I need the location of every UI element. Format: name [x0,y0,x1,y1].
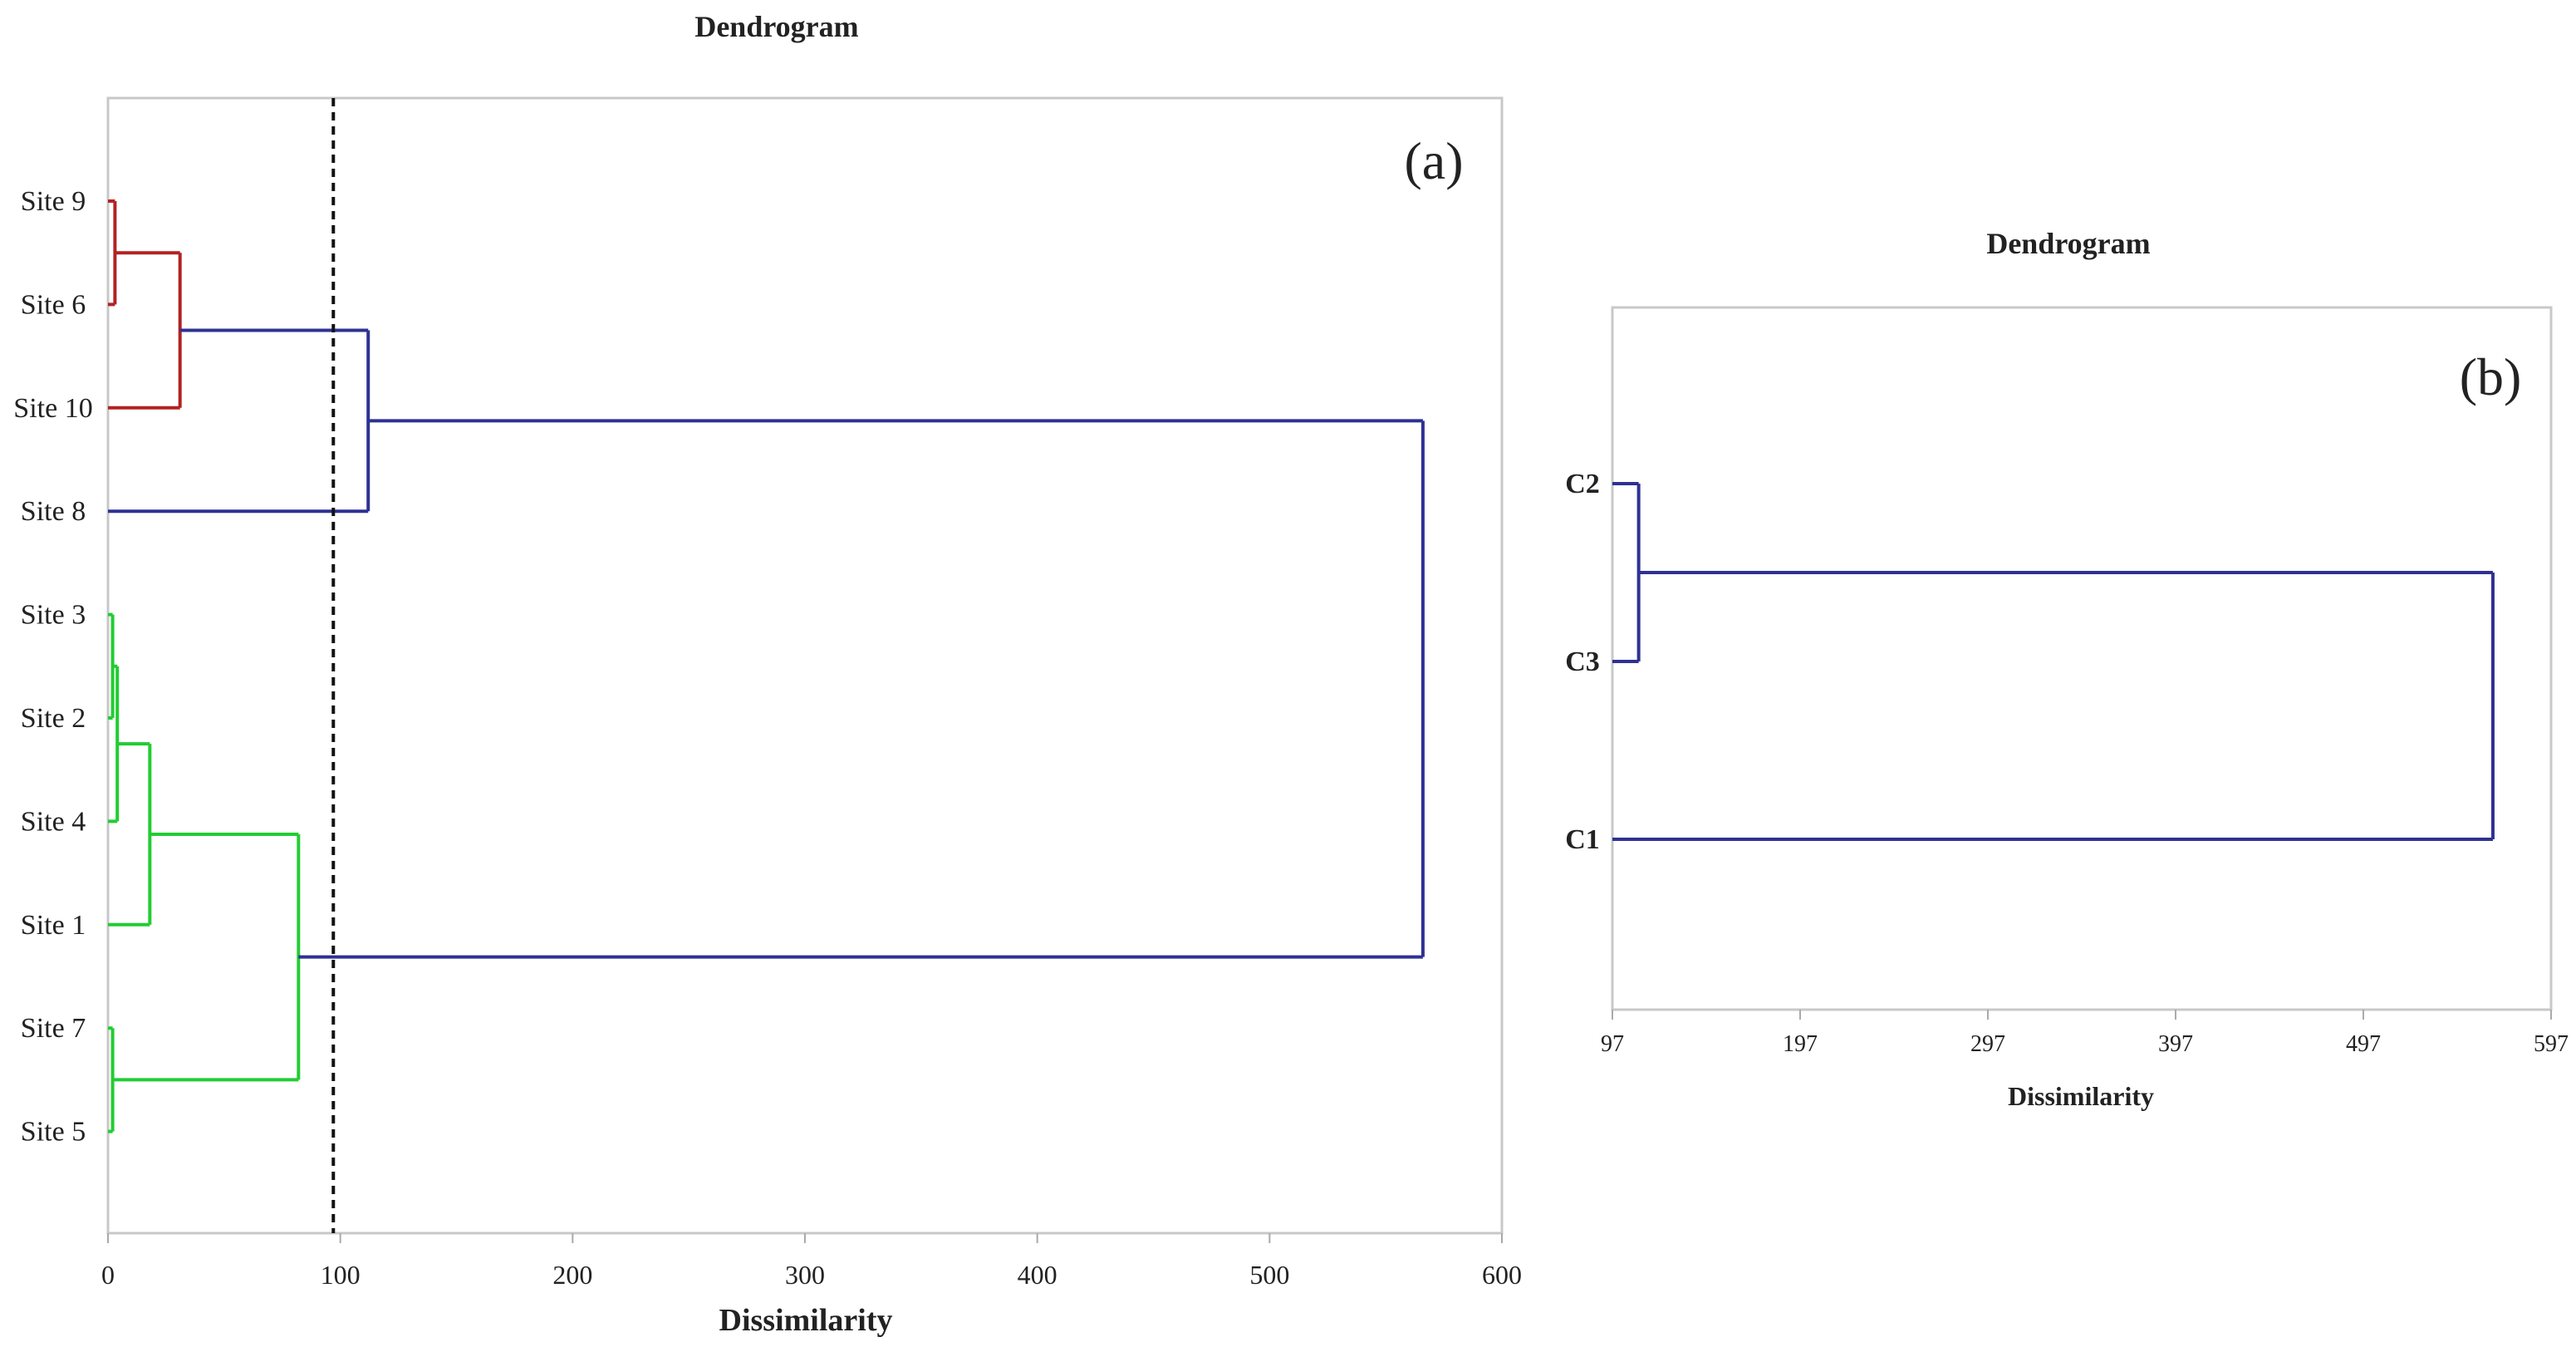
dendrogram-link-a8 [112,832,301,1082]
x-tick-label: 197 [1783,1031,1818,1057]
leaf-label-site-4: Site 4 [21,806,86,837]
leaf-label-site-2: Site 2 [21,703,86,734]
leaf-label-c1: C1 [1565,824,1600,855]
x-tick-label: 497 [2346,1031,2381,1057]
plot-frame-b [1611,306,2553,1011]
x-tick-label: 297 [1970,1031,2005,1057]
chart-title-b: Dendrogram [1986,227,2150,260]
leaf-label-c2: C2 [1565,469,1600,499]
leaf-label-site-10: Site 10 [13,393,92,424]
leaf-label-site-7: Site 7 [21,1013,86,1044]
dendrogram-link-b2 [1612,571,2495,841]
x-tick-label: 500 [1249,1260,1289,1290]
dendrogram-link-a7 [108,1026,115,1133]
panel-label-b: (b) [2460,347,2522,406]
x-tick-label: 300 [785,1260,825,1290]
dendrogram-link-a4 [108,612,115,720]
leaf-label-site-1: Site 1 [21,910,86,941]
x-tick-label: 97 [1601,1031,1624,1057]
panel-label-a: (a) [1404,131,1463,190]
dendrogram-link-a6 [108,742,152,927]
dendrogram-link-a9 [298,419,1425,959]
x-axis-label-b: Dissimilarity [2008,1081,2154,1111]
dendrogram-link-b1 [1612,482,1641,663]
leaf-label-site-5: Site 5 [21,1117,86,1148]
dendrogram-link-a2 [108,251,182,410]
dendrogram-link-a3 [108,328,370,514]
leaf-label-site-6: Site 6 [21,289,86,320]
x-axis-label-a: Dissimilarity [719,1303,893,1338]
x-tick-label: 597 [2534,1031,2569,1057]
leaf-label-site-3: Site 3 [21,600,86,631]
x-tick-label: 200 [552,1260,592,1290]
chart-title-a: Dendrogram [694,10,858,43]
x-tick-label: 600 [1482,1260,1522,1290]
x-tick-label: 397 [2158,1031,2193,1057]
leaf-label-site-9: Site 9 [21,186,86,217]
plot-frame-a [106,96,1504,1235]
x-tick-label: 100 [321,1260,361,1290]
leaf-label-c3: C3 [1565,646,1600,677]
x-tick-label: 400 [1018,1260,1057,1290]
x-tick-label: 0 [101,1260,115,1290]
leaf-label-site-8: Site 8 [21,496,86,527]
